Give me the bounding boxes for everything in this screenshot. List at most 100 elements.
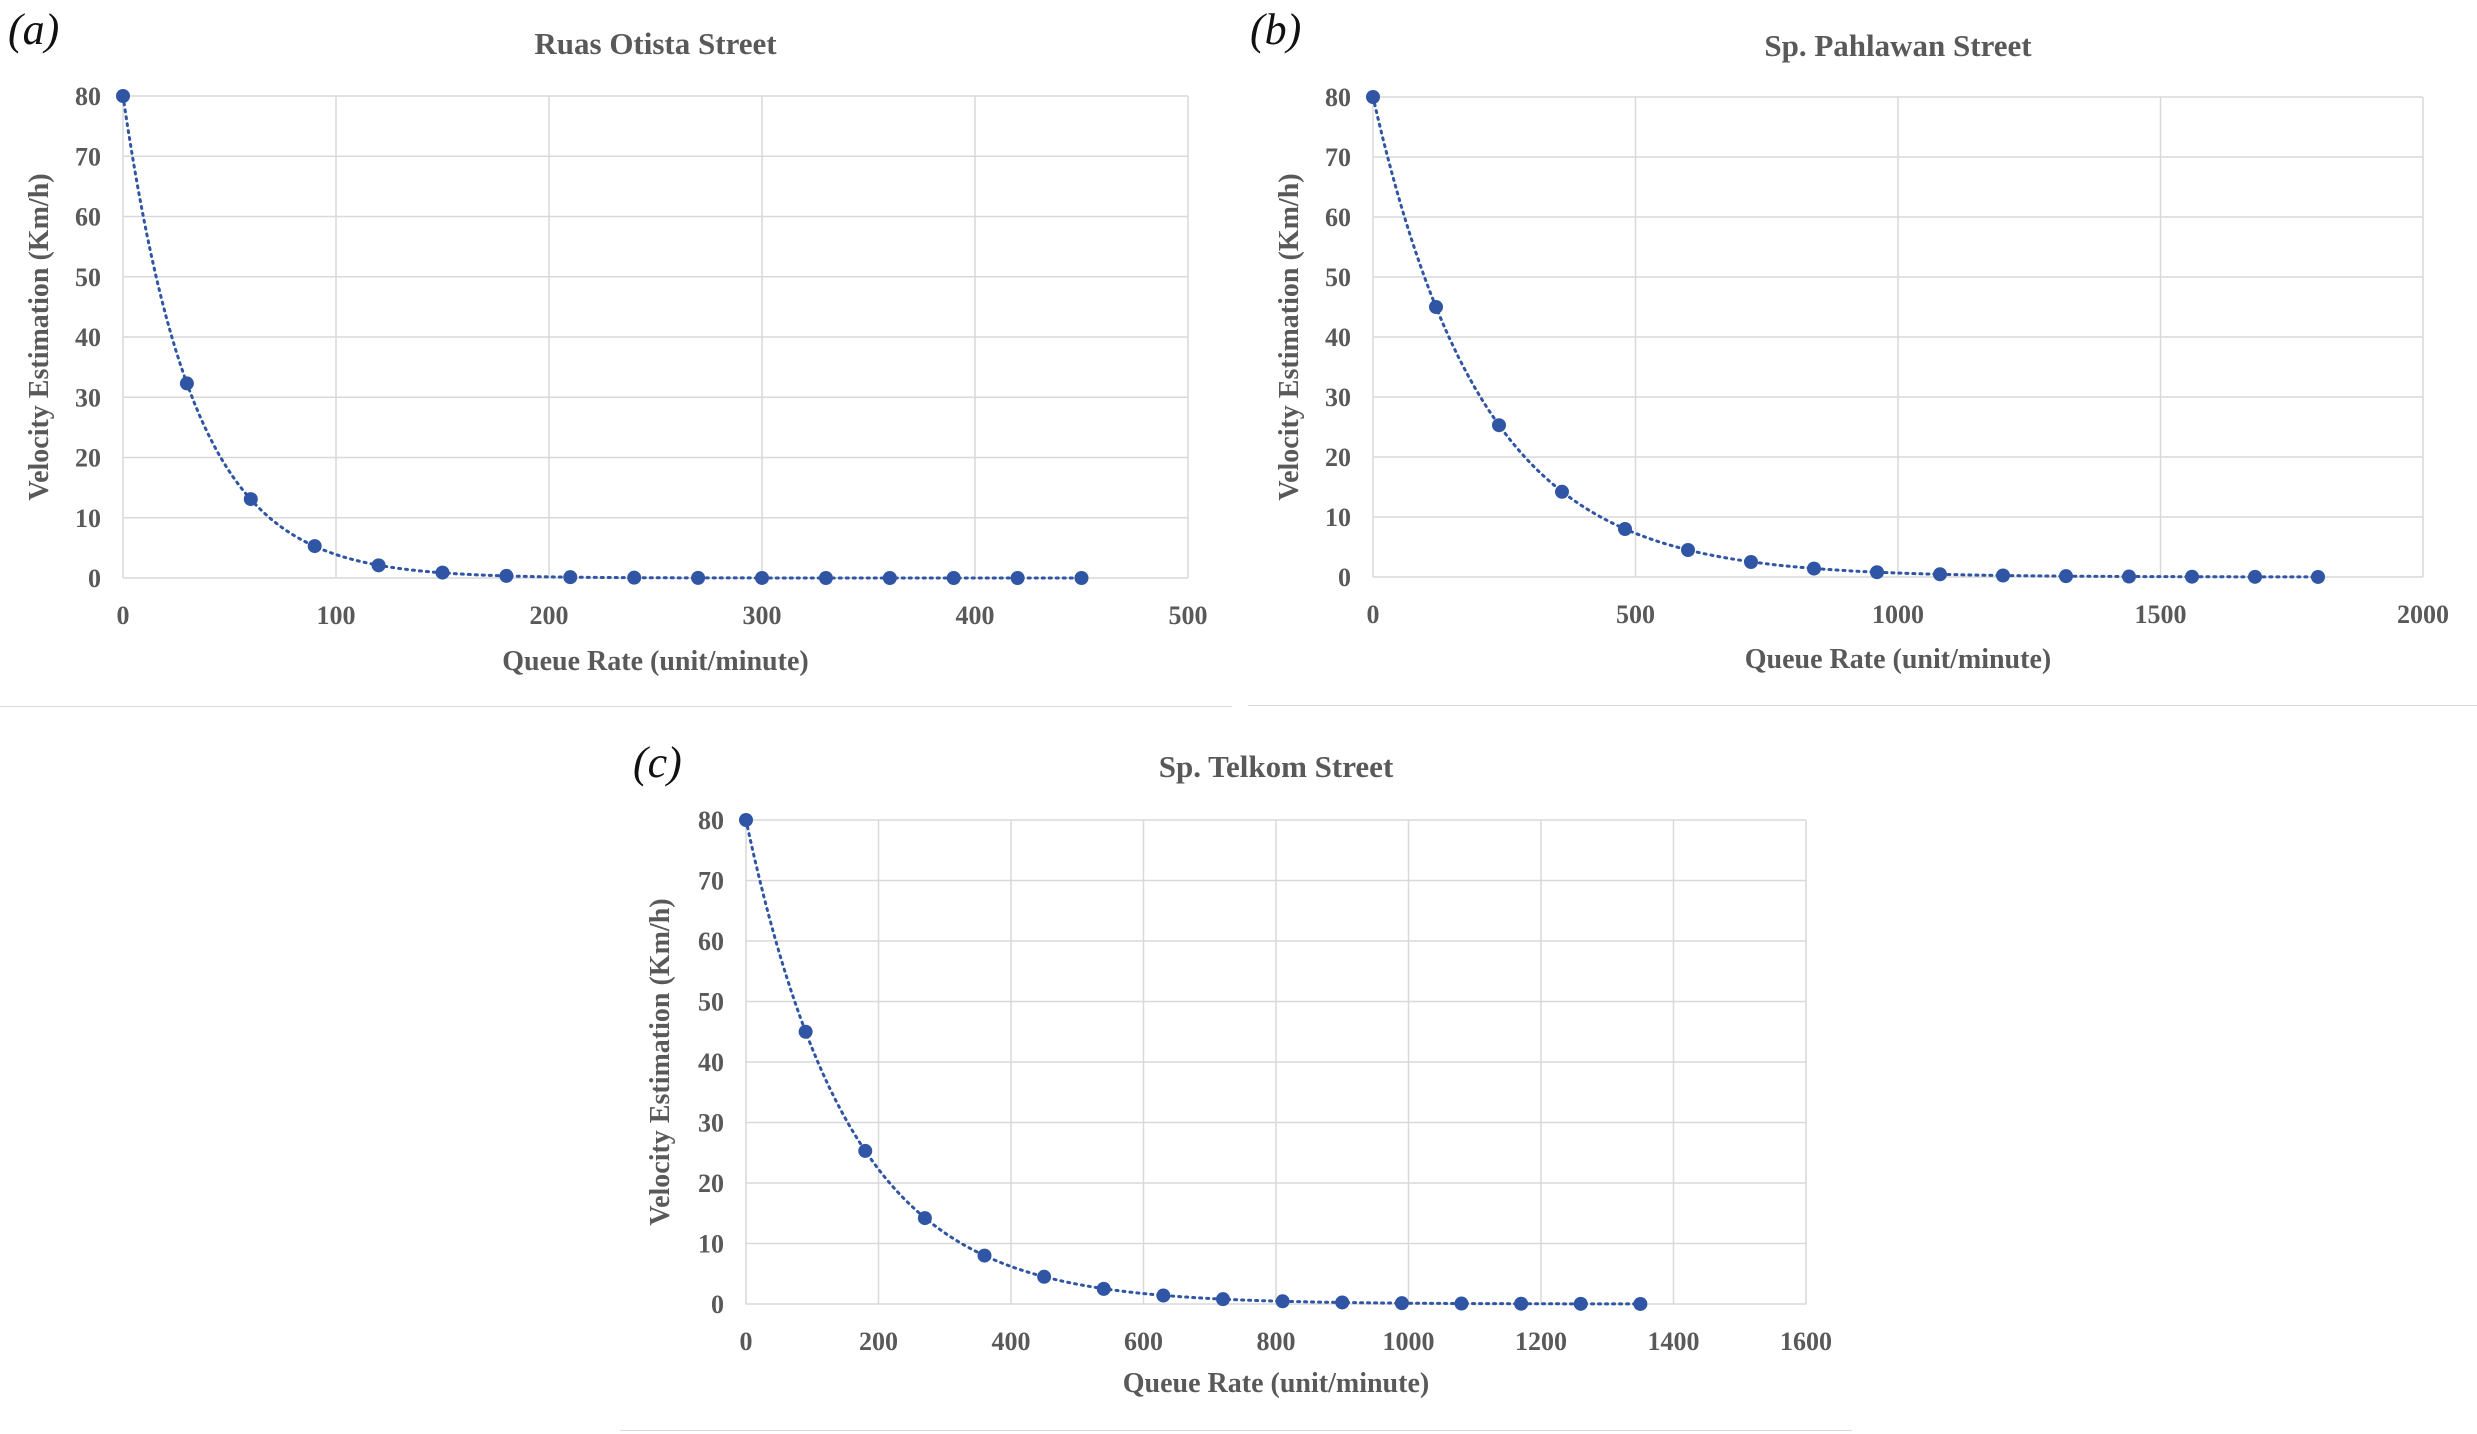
data-point bbox=[1996, 568, 2010, 583]
data-point bbox=[1573, 1296, 1588, 1311]
data-point bbox=[755, 570, 769, 585]
data-point bbox=[1514, 1296, 1529, 1311]
y-tick-label: 50 bbox=[1325, 263, 1351, 292]
chart-panel-b: (b) Sp. Pahlawan Street 0 10 20 30 40 50 60 70 80 0… bbox=[1248, 0, 2477, 710]
chart-title: Sp. Telkom Street bbox=[1159, 749, 1394, 784]
y-tick-label: 40 bbox=[75, 323, 101, 352]
y-tick-label: 70 bbox=[1325, 143, 1351, 172]
y-tick-label: 40 bbox=[1325, 323, 1351, 352]
y-axis-label: Velocity Estimation (Km/h) bbox=[1274, 173, 1305, 500]
data-point bbox=[1933, 567, 1947, 582]
x-tick-label: 0 bbox=[117, 601, 130, 630]
data-point bbox=[1156, 1288, 1171, 1303]
x-tick-label: 1000 bbox=[1383, 1327, 1435, 1356]
x-tick-label: 1600 bbox=[1780, 1327, 1832, 1356]
data-point bbox=[1096, 1281, 1111, 1296]
data-point bbox=[1275, 1294, 1290, 1309]
data-point bbox=[1454, 1296, 1469, 1311]
y-tick-label: 80 bbox=[698, 806, 724, 835]
data-point bbox=[2248, 569, 2262, 584]
data-point bbox=[435, 565, 450, 580]
data-point bbox=[739, 813, 753, 827]
y-tick-label: 10 bbox=[1325, 503, 1351, 532]
y-tick-label: 50 bbox=[75, 263, 101, 292]
data-point bbox=[1744, 555, 1758, 569]
x-tick-label: 0 bbox=[740, 1327, 753, 1356]
x-tick-label: 100 bbox=[317, 601, 356, 630]
data-point bbox=[2059, 569, 2073, 584]
chart-svg-b: (b) Sp. Pahlawan Street 0 10 20 30 40 50 60 70 80 0… bbox=[1250, 5, 2449, 675]
data-point bbox=[1366, 90, 1380, 104]
y-tick-label: 0 bbox=[88, 564, 101, 593]
y-tick-label: 10 bbox=[698, 1230, 724, 1259]
data-point bbox=[977, 1248, 992, 1263]
panel-letter: (a) bbox=[8, 5, 59, 54]
data-point bbox=[179, 376, 194, 391]
x-tick-label: 400 bbox=[992, 1327, 1031, 1356]
y-axis-label: Velocity Estimation (Km/h) bbox=[24, 173, 55, 500]
trendline bbox=[744, 818, 1642, 1306]
x-tick-label: 200 bbox=[530, 601, 569, 630]
x-tick-label: 400 bbox=[956, 601, 995, 630]
data-point bbox=[858, 1143, 873, 1158]
panel-letter: (c) bbox=[633, 738, 682, 787]
data-point bbox=[371, 558, 386, 573]
chart-title: Ruas Otista Street bbox=[534, 26, 777, 61]
data-point bbox=[1681, 543, 1695, 557]
chart-svg-a: (a) Ruas Otista Street 0 10 20 30 40 50 60 70 80 0 1… bbox=[8, 5, 1208, 677]
x-tick-label: 1200 bbox=[1515, 1327, 1567, 1356]
y-tick-label: 0 bbox=[711, 1290, 724, 1319]
divider-a bbox=[0, 706, 1232, 707]
x-tick-label: 200 bbox=[859, 1327, 898, 1356]
data-point bbox=[1429, 300, 1443, 314]
y-tick-label: 70 bbox=[698, 867, 724, 896]
data-point bbox=[1394, 1296, 1409, 1311]
data-point bbox=[2122, 569, 2136, 584]
y-tick-label: 70 bbox=[75, 142, 101, 171]
data-point bbox=[563, 570, 578, 585]
data-point bbox=[2185, 569, 2199, 584]
y-axis-label: Velocity Estimation (Km/h) bbox=[645, 898, 676, 1225]
y-tick-label: 60 bbox=[75, 203, 101, 232]
x-tick-label: 300 bbox=[743, 601, 782, 630]
chart-panel-a: (a) Ruas Otista Street 0 10 20 30 40 50 60 70 80 0 1… bbox=[0, 0, 1240, 710]
data-point bbox=[1216, 1292, 1230, 1307]
x-tick-label: 0 bbox=[1367, 600, 1380, 629]
data-point bbox=[1633, 1296, 1648, 1311]
y-tick-label: 60 bbox=[1325, 203, 1351, 232]
data-point bbox=[798, 1024, 813, 1039]
chart-title: Sp. Pahlawan Street bbox=[1764, 28, 2032, 63]
data-point bbox=[116, 89, 130, 103]
trendline bbox=[1371, 95, 2320, 579]
x-tick-label: 500 bbox=[1616, 600, 1655, 629]
x-tick-label: 500 bbox=[1169, 601, 1208, 630]
divider-c bbox=[620, 1430, 1852, 1431]
data-point bbox=[1870, 565, 1884, 580]
x-tick-label: 2000 bbox=[2397, 600, 2449, 629]
x-axis-label: Queue Rate (unit/minute) bbox=[502, 646, 808, 677]
x-tick-label: 1400 bbox=[1648, 1327, 1700, 1356]
y-tick-label: 30 bbox=[1325, 383, 1351, 412]
data-point bbox=[2311, 569, 2325, 584]
data-point bbox=[917, 1211, 932, 1226]
trendline bbox=[121, 94, 1083, 580]
x-tick-label: 1000 bbox=[1872, 600, 1924, 629]
data-point bbox=[307, 539, 322, 554]
y-tick-label: 20 bbox=[698, 1169, 724, 1198]
data-point bbox=[1807, 561, 1821, 576]
data-point bbox=[818, 571, 833, 585]
data-point bbox=[691, 570, 706, 585]
data-point bbox=[1074, 571, 1089, 585]
x-tick-label: 600 bbox=[1124, 1327, 1163, 1356]
data-point bbox=[1492, 418, 1506, 433]
data-point bbox=[946, 571, 961, 585]
data-point bbox=[1555, 484, 1569, 499]
data-point bbox=[1010, 571, 1025, 585]
x-tick-label: 800 bbox=[1257, 1327, 1296, 1356]
data-point bbox=[1037, 1269, 1052, 1284]
y-tick-label: 60 bbox=[698, 927, 724, 956]
y-tick-label: 50 bbox=[698, 988, 724, 1017]
y-tick-label: 30 bbox=[698, 1109, 724, 1138]
x-axis-label: Queue Rate (unit/minute) bbox=[1123, 1368, 1429, 1399]
chart-panel-c: (c) Sp. Telkom Street 0 10 20 30 40 50 60 70 80 0 20… bbox=[620, 724, 1860, 1434]
